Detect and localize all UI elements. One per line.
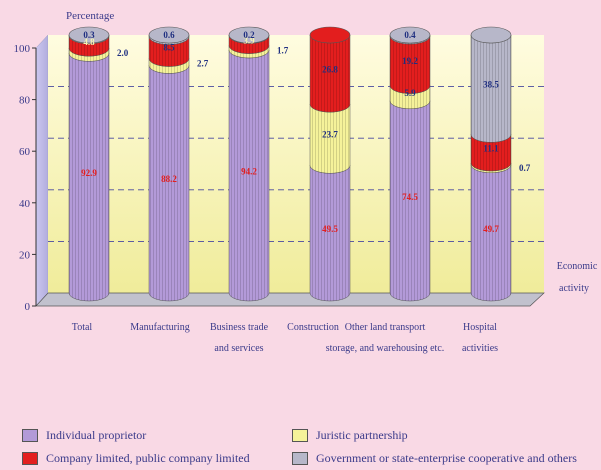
bar-segment-texture: [69, 48, 110, 62]
bar-segment-texture: [149, 36, 189, 67]
data-label-government: 0.2: [243, 30, 255, 40]
y-axis-title: Percentage: [66, 10, 114, 22]
bar-segment-texture: [149, 58, 189, 74]
y-tick-label: 20: [19, 249, 31, 261]
bar-segment-texture: [149, 65, 189, 301]
bar-segment-texture: [390, 100, 430, 301]
bar-segment-texture: [310, 165, 350, 301]
back-wall: [48, 35, 544, 293]
bar-segment-texture: [69, 35, 110, 57]
data-label-juristic: 5.9: [404, 88, 416, 98]
legend-label: Company limited, public company limited: [46, 451, 250, 465]
bar-segment-texture: [310, 104, 350, 174]
legend-swatch: [292, 429, 308, 442]
bar-cylinder: 49.5 23.7 26.8: [309, 26, 351, 302]
data-label-government: 38.5: [483, 80, 499, 90]
legend-label: Juristic partnership: [316, 428, 408, 442]
data-label-individual: 88.2: [161, 174, 177, 184]
legend-swatch: [22, 429, 38, 442]
bar-cylinder: 88.2 2.7 8.5 0.6: [148, 26, 209, 302]
x-tick-label: Construction: [287, 322, 339, 333]
data-label-individual: 49.5: [322, 224, 338, 234]
bar-top-cap: [228, 26, 270, 44]
bar-segment-texture: [390, 85, 430, 109]
legend-swatch: [292, 452, 308, 465]
bar-top-cap: [309, 26, 351, 44]
x-tick-label: Total: [72, 322, 93, 333]
bar-segment-texture: [69, 53, 110, 302]
bar-segment-texture: [310, 35, 350, 113]
data-label-individual: 74.5: [402, 192, 418, 202]
legend-label: Government or state-enterprise cooperati…: [316, 451, 577, 465]
legend-item: Individual proprietor: [22, 428, 146, 443]
x-tick-label: Manufacturing: [130, 322, 189, 333]
x-tick-label: Hospital activities: [462, 322, 498, 354]
bar-segment-texture: [471, 35, 511, 143]
chart-legend: Individual proprietor Juristic partnershi…: [22, 424, 597, 470]
data-label-government: 0.3: [83, 30, 95, 40]
y-tick-label: 40: [19, 198, 31, 210]
bar-segment-texture: [229, 35, 269, 54]
legend-swatch: [22, 452, 38, 465]
bar-top-cap: [68, 26, 110, 44]
data-label-juristic: 2.0: [117, 48, 129, 58]
data-label-juristic: 2.7: [197, 58, 209, 68]
bar-segment-texture: [471, 164, 511, 301]
data-label-juristic: 1.7: [277, 46, 289, 56]
legend-item: Government or state-enterprise cooperati…: [292, 451, 577, 466]
y-tick-label: 60: [19, 146, 31, 158]
bar-cylinder: 94.2 1.7 3.90.2: [228, 26, 289, 302]
data-label-individual: 92.9: [81, 168, 97, 178]
x-tick-label: Other land transport storage, and warehou…: [326, 322, 445, 354]
data-label-company: 8.5: [163, 43, 175, 53]
data-label-government: 0.6: [163, 30, 175, 40]
data-label-individual: 94.2: [241, 166, 257, 176]
y-tick-label: 0: [25, 301, 31, 313]
bar-cylinder: 49.7 0.7 11.1 38.5: [470, 26, 531, 302]
data-label-company: 26.8: [322, 65, 338, 75]
y-tick-label: 80: [19, 95, 31, 107]
data-label-company: 4.8: [83, 37, 95, 47]
chart-floor: [35, 292, 545, 307]
bar-cylinder: 74.5 5.9 19.2 0.4: [389, 26, 431, 302]
data-label-juristic: 0.7: [519, 163, 531, 173]
bar-segment-texture: [229, 49, 269, 301]
x-axis-title: Economic activity: [557, 261, 598, 294]
bar-cylinder: 92.9 2.0 4.80.3: [68, 26, 129, 302]
bar-top-cap: [389, 26, 431, 44]
legend-item: Juristic partnership: [292, 428, 408, 443]
y-tick-label: 100: [14, 43, 31, 55]
bar-segment-texture: [471, 134, 511, 171]
data-label-juristic: 23.7: [322, 130, 338, 140]
legend-item: Company limited, public company limited: [22, 451, 250, 466]
x-tick-label: Business trade and services: [210, 322, 269, 354]
bar-top-cap: [148, 26, 190, 44]
data-label-individual: 49.7: [483, 224, 499, 234]
bar-segment-texture: [471, 162, 511, 173]
data-label-government: 0.4: [404, 30, 416, 40]
left-wall: [35, 34, 49, 307]
data-label-company: 19.2: [402, 56, 418, 66]
bar-segment-texture: [390, 36, 430, 94]
data-label-company: 3.9: [243, 36, 255, 46]
data-label-company: 11.1: [483, 144, 499, 154]
bar-segment-texture: [229, 45, 269, 58]
legend-label: Individual proprietor: [46, 428, 147, 442]
bar-top-cap: [470, 26, 512, 44]
